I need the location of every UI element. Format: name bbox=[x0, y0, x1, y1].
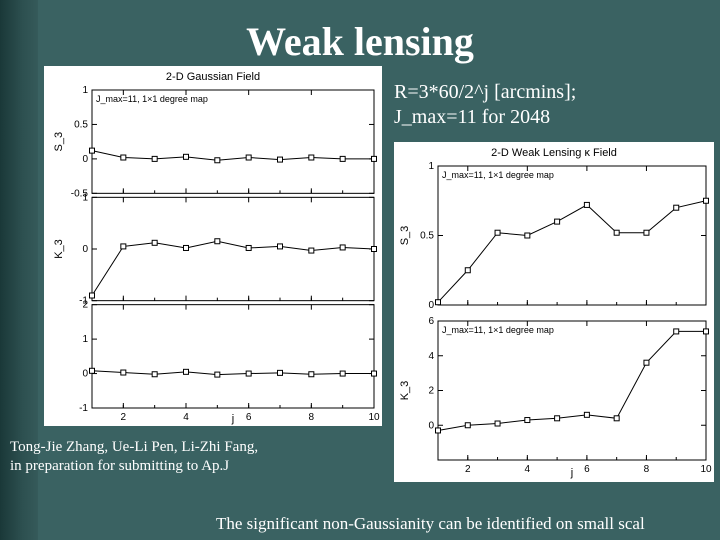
svg-text:2-D Gaussian Field: 2-D Gaussian Field bbox=[166, 71, 260, 83]
svg-text:0: 0 bbox=[82, 244, 88, 255]
slide: Weak lensing R=3*60/2^j [arcmins]; J_max… bbox=[0, 0, 720, 540]
svg-text:J_max=11, 1×1 degree map: J_max=11, 1×1 degree map bbox=[96, 94, 208, 104]
svg-text:1: 1 bbox=[82, 334, 88, 345]
svg-text:0: 0 bbox=[428, 300, 434, 311]
svg-text:j: j bbox=[231, 413, 234, 425]
svg-text:K_3: K_3 bbox=[53, 239, 65, 259]
svg-text:1: 1 bbox=[82, 192, 88, 203]
svg-text:6: 6 bbox=[428, 316, 434, 327]
svg-text:2: 2 bbox=[82, 300, 88, 311]
credit-line-2: in preparation for submitting to Ap.J bbox=[10, 457, 258, 476]
svg-text:2-D Weak Lensing κ Field: 2-D Weak Lensing κ Field bbox=[491, 147, 617, 159]
svg-text:J_max=11, 1×1 degree map: J_max=11, 1×1 degree map bbox=[442, 325, 554, 335]
svg-text:2: 2 bbox=[121, 412, 127, 423]
right-chart-panel: 2-D Weak Lensing κ Field 0 0.5 1 S_3 J_max=11… bbox=[394, 142, 714, 482]
svg-text:0: 0 bbox=[428, 420, 434, 431]
svg-text:1: 1 bbox=[428, 161, 434, 172]
slide-title: Weak lensing bbox=[0, 18, 720, 65]
svg-text:S_3: S_3 bbox=[399, 226, 411, 246]
svg-text:-1: -1 bbox=[79, 403, 88, 414]
svg-text:6: 6 bbox=[584, 464, 590, 475]
caption-text: The significant non-Gaussianity can be i… bbox=[216, 514, 645, 534]
svg-text:4: 4 bbox=[428, 351, 434, 362]
svg-text:10: 10 bbox=[700, 464, 712, 475]
svg-text:2: 2 bbox=[465, 464, 471, 475]
svg-text:S_3: S_3 bbox=[53, 132, 65, 152]
svg-text:4: 4 bbox=[525, 464, 531, 475]
left-chart-panel: 2-D Gaussian Field-0.500.51S_3J_max=11, … bbox=[44, 66, 382, 426]
svg-text:4: 4 bbox=[183, 412, 189, 423]
svg-text:1: 1 bbox=[82, 85, 88, 96]
svg-text:j: j bbox=[570, 467, 573, 479]
formula-line-2: J_max=11 for 2048 bbox=[394, 105, 702, 130]
svg-text:0: 0 bbox=[82, 369, 88, 380]
svg-text:8: 8 bbox=[309, 412, 315, 423]
svg-text:2: 2 bbox=[428, 386, 434, 397]
svg-text:0.5: 0.5 bbox=[74, 119, 88, 130]
svg-text:K_3: K_3 bbox=[399, 381, 411, 401]
svg-text:0.5: 0.5 bbox=[420, 231, 434, 242]
svg-text:10: 10 bbox=[368, 412, 380, 423]
credit-line-1: Tong-Jie Zhang, Ue-Li Pen, Li-Zhi Fang, bbox=[10, 438, 258, 457]
svg-text:0: 0 bbox=[82, 154, 88, 165]
formula-text: R=3*60/2^j [arcmins]; J_max=11 for 2048 bbox=[394, 80, 702, 130]
credit-text: Tong-Jie Zhang, Ue-Li Pen, Li-Zhi Fang, … bbox=[10, 438, 258, 476]
svg-text:8: 8 bbox=[644, 464, 650, 475]
formula-line-1: R=3*60/2^j [arcmins]; bbox=[394, 80, 702, 105]
svg-text:J_max=11, 1×1 degree map: J_max=11, 1×1 degree map bbox=[442, 170, 554, 180]
svg-text:6: 6 bbox=[246, 412, 252, 423]
